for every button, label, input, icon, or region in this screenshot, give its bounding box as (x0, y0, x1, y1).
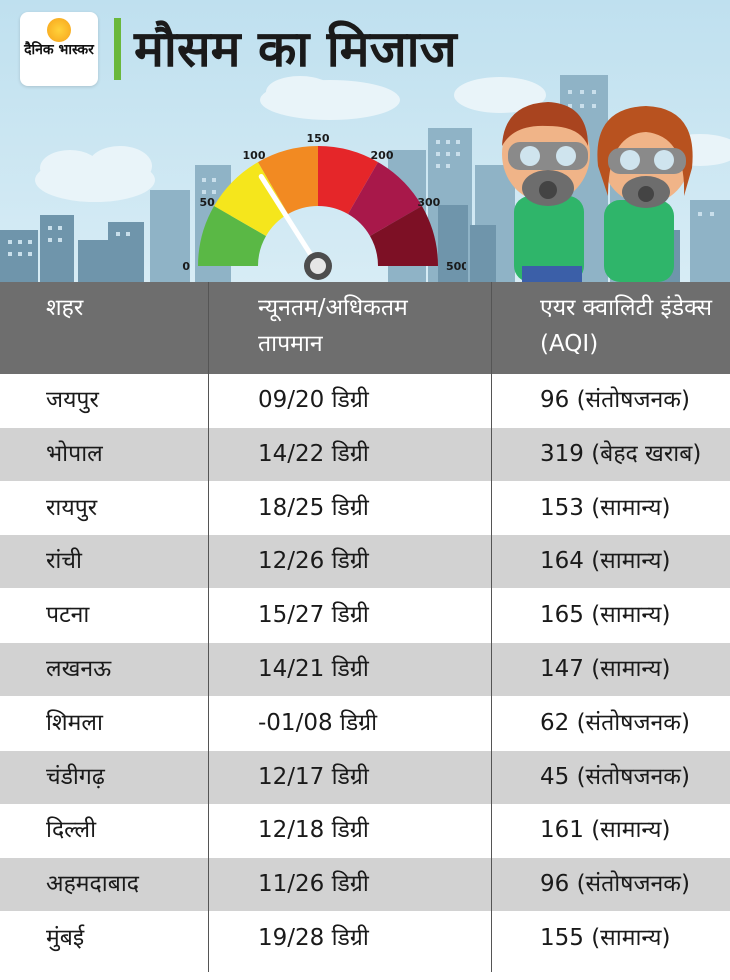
gauge-tick-label: 0 (182, 260, 190, 273)
aqi-cell: 147 (सामान्य) (540, 656, 671, 682)
city-cell: पटना (46, 602, 90, 629)
temperature-cell: 18/25 डिग्री (258, 494, 369, 521)
aqi-cell: 96 (संतोषजनक) (540, 387, 690, 413)
column-divider (491, 282, 492, 972)
aqi-cell: 155 (सामान्य) (540, 925, 671, 951)
header-city: शहर (46, 295, 84, 321)
city-cell: रायपुर (46, 494, 98, 521)
gauge-tick-label: 100 (243, 149, 266, 162)
aqi-cell: 62 (संतोषजनक) (540, 709, 690, 736)
city-cell: मुंबई (46, 925, 85, 951)
table-row: अहमदाबाद 11/26 डिग्री 96 (संतोषजनक) (0, 858, 730, 912)
page-title: मौसम का मिजाज (134, 20, 457, 78)
gauge-segment (369, 206, 438, 266)
temperature-cell: 14/22 डिग्री (258, 440, 369, 467)
aqi-cell: 164 (सामान्य) (540, 548, 671, 575)
temperature-cell: 15/27 डिग्री (258, 602, 369, 629)
aqi-cell: 161 (सामान्य) (540, 817, 671, 844)
city-cell: चंडीगढ़ (46, 763, 105, 790)
gauge-segment (348, 162, 422, 236)
weather-aqi-table: शहर न्यूनतम/अधिकतम तापमान एयर क्वालिटी इ… (0, 282, 730, 980)
city-cell: लखनऊ (46, 656, 112, 682)
logo-text: दैनिक भास्कर (24, 42, 94, 58)
gauge-tick-label: 200 (371, 149, 394, 162)
kids-with-masks-illustration (502, 102, 693, 282)
table-row: भोपाल 14/22 डिग्री 319 (बेहद खराब) (0, 427, 730, 481)
temperature-cell: 12/17 डिग्री (258, 763, 369, 790)
temperature-cell: 14/21 डिग्री (258, 656, 369, 682)
table-row: मुंबई 19/28 डिग्री 155 (सामान्य) (0, 912, 730, 965)
gauge-segment (318, 146, 378, 215)
header-aqi: एयर क्वालिटी इंडेक्स (AQI) (540, 295, 713, 357)
aqi-cell: 96 (संतोषजनक) (540, 871, 690, 898)
aqi-gauge: 0 50 100 150 200 300 500 (182, 132, 466, 280)
table-row: रांची 12/26 डिग्री 164 (सामान्य) (0, 535, 730, 589)
aqi-cell: 165 (सामान्य) (540, 602, 671, 629)
temperature-cell: -01/08 डिग्री (258, 709, 378, 736)
city-cell: दिल्ली (46, 817, 97, 844)
temperature-cell: 19/28 डिग्री (258, 925, 369, 951)
table-row: लखनऊ 14/21 डिग्री 147 (सामान्य) (0, 643, 730, 696)
gauge-segment (214, 162, 288, 236)
table-header: शहर न्यूनतम/अधिकतम तापमान एयर क्वालिटी इ… (0, 282, 730, 374)
city-cell: अहमदाबाद (46, 871, 140, 898)
city-cell: भोपाल (46, 440, 103, 467)
gauge-needle (258, 174, 321, 269)
gauge-segment (258, 146, 318, 215)
temperature-cell: 11/26 डिग्री (258, 871, 369, 898)
table-row: रायपुर 18/25 डिग्री 153 (सामान्य) (0, 481, 730, 535)
aqi-cell: 319 (बेहद खराब) (540, 440, 702, 467)
gauge-tick-label: 50 (199, 196, 215, 209)
header-temperature: न्यूनतम/अधिकतम तापमान (258, 295, 408, 357)
title-accent-bar (114, 18, 121, 80)
dainik-bhaskar-logo: दैनिक भास्कर (20, 12, 98, 86)
gauge-tick-label: 500 (446, 260, 466, 273)
temperature-cell: 09/20 डिग्री (258, 387, 369, 413)
table-row: पटना 15/27 डिग्री 165 (सामान्य) (0, 589, 730, 643)
gauge-tick-label: 150 (307, 132, 330, 145)
city-cell: जयपुर (46, 387, 99, 413)
aqi-cell: 45 (संतोषजनक) (540, 763, 690, 790)
table-row: जयपुर 09/20 डिग्री 96 (संतोषजनक) (0, 374, 730, 427)
header-banner: दैनिक भास्कर मौसम का मिजाज 0 50 100 150 200 3… (0, 0, 730, 282)
table-row: शिमला -01/08 डिग्री 62 (संतोषजनक) (0, 696, 730, 750)
city-cell: रांची (46, 548, 82, 575)
table-row: चंडीगढ़ 12/17 डिग्री 45 (संतोषजनक) (0, 750, 730, 804)
temperature-cell: 12/26 डिग्री (258, 548, 369, 575)
sun-icon (47, 18, 71, 42)
table-row: दिल्ली 12/18 डिग्री 161 (सामान्य) (0, 804, 730, 858)
column-divider (208, 282, 209, 972)
aqi-cell: 153 (सामान्य) (540, 494, 671, 521)
city-cell: शिमला (46, 709, 103, 736)
temperature-cell: 12/18 डिग्री (258, 817, 369, 844)
gauge-tick-label: 300 (417, 196, 440, 209)
gauge-segment (198, 206, 267, 266)
